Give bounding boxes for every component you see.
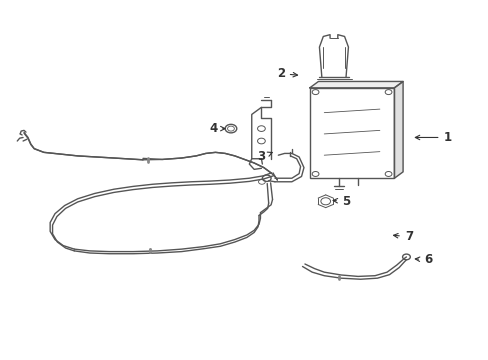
Text: 2: 2 bbox=[276, 67, 297, 80]
Text: 4: 4 bbox=[208, 122, 224, 135]
Text: 5: 5 bbox=[332, 195, 349, 208]
Polygon shape bbox=[309, 81, 402, 88]
Text: 1: 1 bbox=[414, 131, 451, 144]
Polygon shape bbox=[393, 81, 402, 178]
FancyBboxPatch shape bbox=[309, 88, 393, 178]
Text: 7: 7 bbox=[393, 230, 412, 243]
Text: 6: 6 bbox=[414, 253, 431, 266]
Text: 3: 3 bbox=[257, 150, 272, 163]
